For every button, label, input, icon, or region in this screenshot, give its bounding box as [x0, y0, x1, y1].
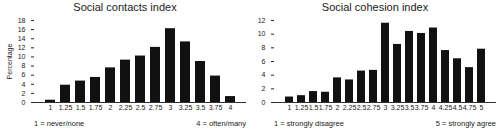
- svg-text:4.75: 4.75: [463, 104, 477, 111]
- svg-text:3: 3: [384, 104, 388, 111]
- svg-text:4: 4: [229, 104, 233, 111]
- svg-text:1: 1: [288, 104, 292, 111]
- svg-text:3.75: 3.75: [415, 104, 429, 111]
- svg-text:16: 16: [18, 26, 26, 33]
- svg-text:3.5: 3.5: [196, 104, 206, 111]
- svg-text:4: 4: [22, 81, 26, 88]
- svg-text:1: 1: [49, 104, 53, 111]
- svg-text:1.75: 1.75: [319, 104, 333, 111]
- svg-text:12: 12: [18, 44, 26, 51]
- svg-text:4: 4: [432, 104, 436, 111]
- svg-text:5: 5: [480, 104, 484, 111]
- svg-text:6: 6: [22, 71, 26, 78]
- svg-text:4.25: 4.25: [439, 104, 453, 111]
- svg-text:1.5: 1.5: [76, 104, 86, 111]
- svg-text:4.5: 4.5: [453, 104, 463, 111]
- svg-text:3.75: 3.75: [209, 104, 223, 111]
- svg-text:14: 14: [18, 35, 26, 42]
- html-text:Social contacts index: Social contacts index: [73, 1, 177, 13]
- svg-text:2: 2: [109, 104, 113, 111]
- svg-text:10: 10: [258, 30, 266, 37]
- svg-text:1.25: 1.25: [59, 104, 73, 111]
- svg-text:3.5: 3.5: [405, 104, 415, 111]
- html-text:5 = strongly agree: 5 = strongly agree: [435, 119, 496, 128]
- svg-text:2: 2: [22, 90, 26, 97]
- svg-text:2.25: 2.25: [343, 104, 357, 111]
- html-text:4 = often/many: 4 = often/many: [196, 119, 246, 128]
- svg-text:1.25: 1.25: [295, 104, 309, 111]
- svg-text:2: 2: [336, 104, 340, 111]
- svg-text:3: 3: [169, 104, 173, 111]
- svg-text:12: 12: [258, 17, 266, 24]
- svg-text:3.25: 3.25: [391, 104, 405, 111]
- svg-text:2.75: 2.75: [149, 104, 163, 111]
- svg-text:4: 4: [262, 71, 266, 78]
- svg-text:2.5: 2.5: [357, 104, 367, 111]
- svg-text:8: 8: [22, 62, 26, 69]
- svg-text:1.75: 1.75: [89, 104, 103, 111]
- svg-text:2.5: 2.5: [136, 104, 146, 111]
- html-text:1 = never/none: 1 = never/none: [34, 119, 85, 128]
- svg-text:18: 18: [18, 17, 26, 24]
- svg-text:10: 10: [18, 53, 26, 60]
- svg-text:0: 0: [22, 99, 26, 106]
- svg-text:2.25: 2.25: [119, 104, 133, 111]
- svg-text:1.5: 1.5: [309, 104, 319, 111]
- html-text:1 = strongly disagree: 1 = strongly disagree: [274, 119, 344, 128]
- svg-text:Percentage: Percentage: [6, 43, 14, 79]
- html-text:Social cohesion index: Social cohesion index: [321, 1, 429, 13]
- svg-text:2.75: 2.75: [367, 104, 381, 111]
- svg-text:2: 2: [262, 85, 266, 92]
- svg-text:6: 6: [262, 58, 266, 65]
- svg-text:8: 8: [262, 44, 266, 51]
- svg-text:3.25: 3.25: [179, 104, 193, 111]
- svg-text:0: 0: [262, 99, 266, 106]
